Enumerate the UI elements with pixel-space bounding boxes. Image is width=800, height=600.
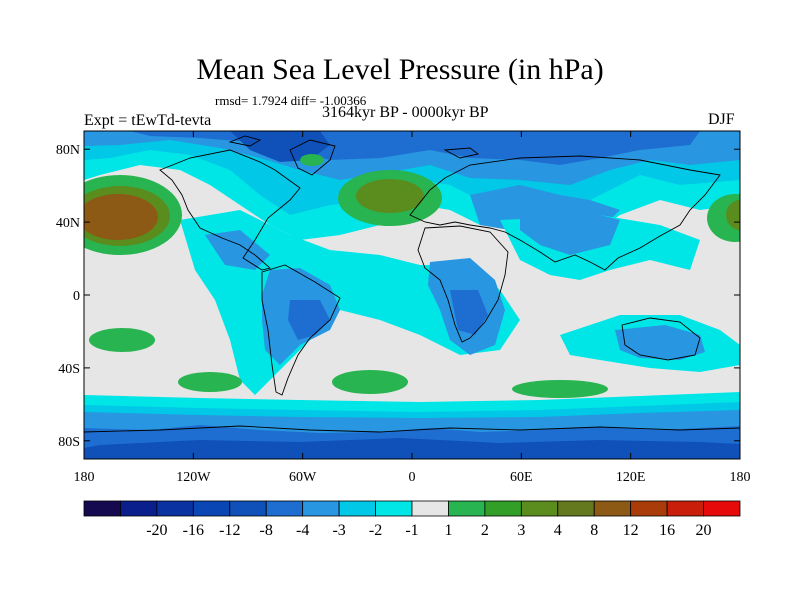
colorbar-label: -20 bbox=[146, 522, 167, 539]
field-south-pacific-green-2 bbox=[178, 372, 242, 392]
field-asia-blue bbox=[520, 205, 620, 255]
map-title: Mean Sea Level Pressure (in hPa) bbox=[196, 53, 604, 86]
colorbar-label: 1 bbox=[444, 522, 452, 539]
colorbar-label: 4 bbox=[554, 522, 562, 539]
coast-arctic-islands bbox=[228, 135, 480, 159]
colorbar-label: -2 bbox=[369, 522, 382, 539]
field-australia-blue bbox=[615, 325, 705, 360]
lon-tick-label: 120W bbox=[176, 470, 211, 485]
colorbar-swatch bbox=[83, 500, 121, 517]
colorbar-label: -16 bbox=[183, 522, 204, 539]
field-south-pacific-green bbox=[89, 328, 155, 352]
colorbar-swatch bbox=[557, 500, 595, 517]
colorbar-label: 12 bbox=[623, 522, 639, 539]
colorbar-swatch bbox=[593, 500, 632, 517]
coast-south-america bbox=[261, 264, 341, 396]
lat-tick-label: 40N bbox=[56, 216, 80, 231]
colorbar-swatch bbox=[375, 500, 413, 517]
lat-tick-label: 0 bbox=[73, 289, 80, 304]
lon-tick-label: 0 bbox=[409, 470, 416, 485]
colorbar-labels: -20 -16 -12 -8 -4 -3 -2 -1 1 2 3 4 8 12 16 20 bbox=[146, 522, 711, 539]
coast-africa bbox=[417, 225, 509, 343]
colorbar-label: -3 bbox=[332, 522, 345, 539]
colorbar-swatch bbox=[411, 500, 449, 517]
experiment-label: Expt = tEwTd-tevta bbox=[84, 112, 212, 129]
stats-label: rmsd= 1.7924 diff= -1.00366 bbox=[215, 93, 367, 108]
coast-north-america bbox=[159, 149, 301, 271]
lat-tick-label: 80N bbox=[56, 143, 80, 158]
colorbar-swatch bbox=[448, 500, 486, 517]
colorbar-label: -1 bbox=[405, 522, 418, 539]
colorbar-swatch bbox=[338, 500, 376, 517]
lat-axis: 80N 40N 0 40S 80S bbox=[56, 143, 740, 450]
coastlines bbox=[84, 135, 740, 433]
field-pacific-high-brown bbox=[84, 194, 158, 240]
colorbar-swatch bbox=[156, 500, 194, 517]
colorbar-swatch bbox=[484, 500, 522, 517]
lon-tick-label: 180 bbox=[730, 470, 751, 485]
field-south-atlantic-green bbox=[332, 370, 408, 394]
colorbar-label: -8 bbox=[260, 522, 273, 539]
colorbar-label: 3 bbox=[517, 522, 525, 539]
field-africa-dark bbox=[450, 290, 488, 335]
lat-tick-label: 40S bbox=[58, 362, 80, 377]
colorbar-swatch bbox=[520, 500, 559, 517]
coast-australia bbox=[621, 317, 701, 361]
season-label: DJF bbox=[708, 111, 735, 128]
colorbar-label: -12 bbox=[219, 522, 240, 539]
colorbar-swatch bbox=[630, 500, 668, 517]
colorbar-label: 20 bbox=[696, 522, 712, 539]
field-central-america-blue bbox=[205, 230, 270, 270]
coast-antarctica bbox=[84, 425, 740, 433]
lat-tick-label: 80S bbox=[58, 435, 80, 450]
field-arctic-green bbox=[300, 154, 324, 166]
colorbar-swatch bbox=[120, 500, 158, 517]
colorbar bbox=[83, 500, 741, 517]
coast-eurasia bbox=[409, 155, 721, 271]
lon-tick-label: 60E bbox=[510, 470, 533, 485]
field-antarctica-darker bbox=[84, 438, 740, 459]
colorbar-label: 8 bbox=[590, 522, 598, 539]
lon-tick-label: 60W bbox=[289, 470, 317, 485]
colorbar-swatch bbox=[703, 500, 741, 517]
colorbar-swatch bbox=[229, 500, 267, 517]
coast-greenland bbox=[289, 139, 336, 176]
period-label: 3164kyr BP - 0000kyr BP bbox=[322, 104, 489, 121]
colorbar-swatch bbox=[192, 500, 231, 517]
lon-tick-label: 180 bbox=[74, 470, 95, 485]
colorbar-swatch bbox=[302, 500, 340, 517]
colorbar-label: 2 bbox=[481, 522, 489, 539]
field-atlantic-high-olive bbox=[356, 179, 424, 213]
map-field bbox=[84, 131, 740, 459]
colorbar-swatch bbox=[265, 500, 304, 517]
lon-tick-label: 120E bbox=[616, 470, 646, 485]
lon-axis: 180 120W 60W 0 60E 120E 180 bbox=[74, 131, 751, 485]
colorbar-label: 16 bbox=[659, 522, 675, 539]
colorbar-swatch bbox=[666, 500, 704, 517]
colorbar-label: -4 bbox=[296, 522, 309, 539]
field-indian-ocean-green bbox=[512, 380, 608, 398]
